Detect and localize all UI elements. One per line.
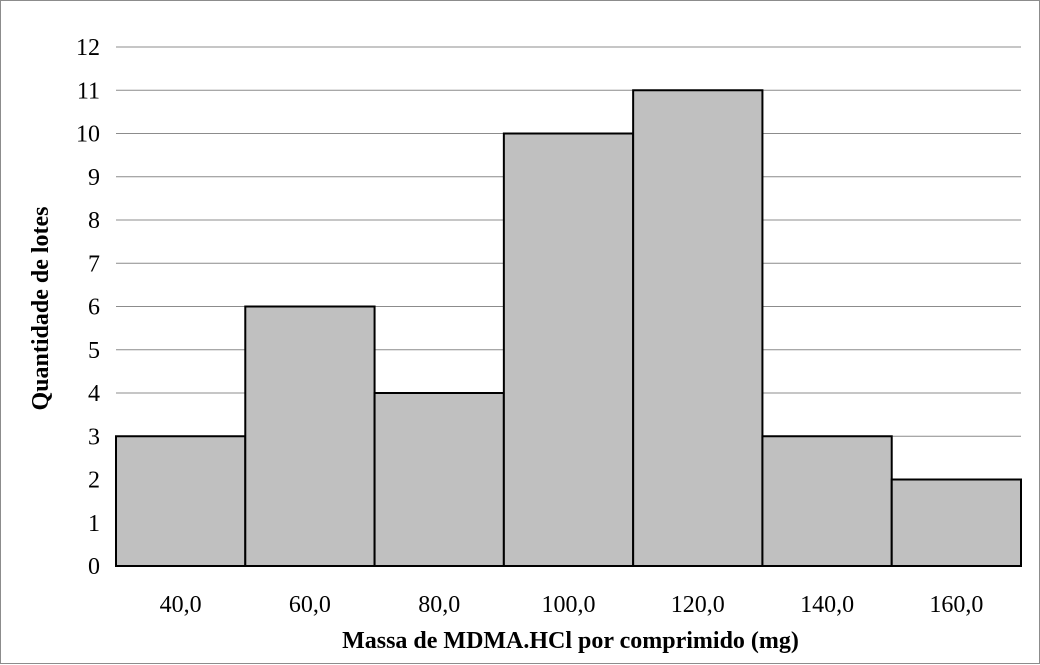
- histogram-bar: [890, 478, 1023, 567]
- y-tick-label: 8: [88, 208, 100, 234]
- histogram-bar: [502, 132, 635, 567]
- x-tick-label: 80,0: [418, 592, 460, 618]
- y-axis-title: Quantidade de lotes: [28, 206, 54, 410]
- x-tick-label: 100,0: [542, 592, 596, 618]
- y-tick-label: 9: [88, 165, 100, 191]
- histogram-bar: [373, 392, 505, 567]
- y-tick-label: 10: [76, 122, 100, 148]
- bars: [115, 89, 1023, 567]
- y-tick-label: 5: [88, 338, 100, 364]
- x-tick-labels: 40,0 60,0 80,0 100,0 120,0 140,0 160,0: [160, 592, 984, 618]
- x-tick-label: 140,0: [800, 592, 854, 618]
- x-axis-title: Massa de MDMA.HCl por comprimido (mg): [342, 628, 799, 654]
- y-tick-label: 3: [88, 424, 100, 450]
- histogram-bar: [244, 305, 376, 567]
- histogram-bar: [115, 435, 247, 567]
- y-tick-label: 0: [88, 554, 100, 580]
- y-tick-label: 1: [88, 511, 100, 537]
- x-tick-label: 60,0: [289, 592, 331, 618]
- y-tick-label: 12: [76, 35, 100, 61]
- y-tick-label: 4: [88, 381, 100, 407]
- histogram-bar: [761, 435, 893, 567]
- x-tick-label: 120,0: [671, 592, 725, 618]
- x-tick-label: 40,0: [160, 592, 202, 618]
- x-tick-label: 160,0: [929, 592, 983, 618]
- y-tick-label: 11: [77, 78, 100, 104]
- y-tick-label: 6: [88, 295, 100, 321]
- histogram-bar: [632, 89, 764, 567]
- y-tick-label: 7: [88, 251, 100, 277]
- y-tick-label: 2: [88, 468, 100, 494]
